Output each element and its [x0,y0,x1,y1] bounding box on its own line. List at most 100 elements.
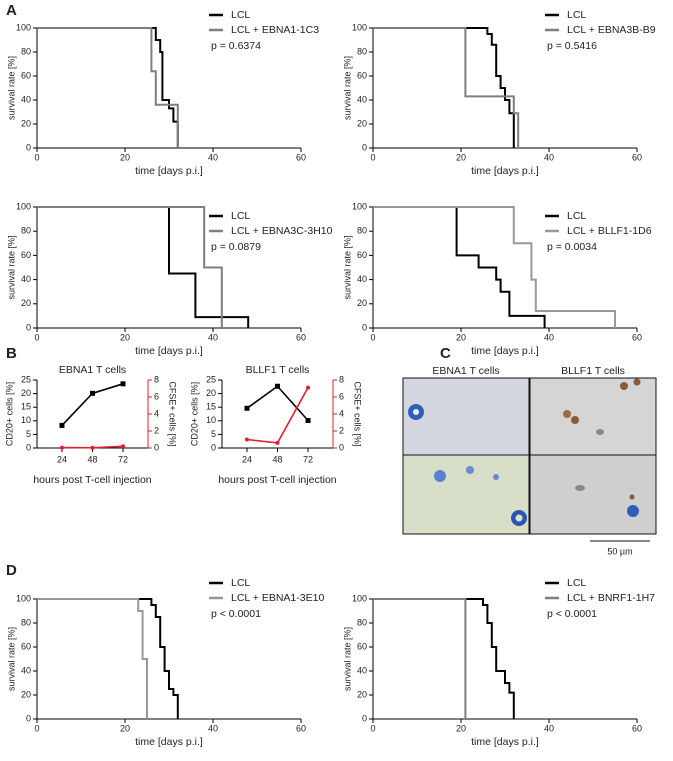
y-tick-label: 60 [357,70,367,80]
y-axis-title: survival rate [%] [6,56,16,120]
y-tick-label: 5 [211,429,216,439]
y-tick-label: 0 [211,442,216,452]
y-tick-label: 0 [362,142,367,152]
y-tick-label: 100 [16,22,31,32]
x-tick-label: 60 [296,152,306,162]
y-tick-label: 20 [21,118,31,128]
x-tick-label: 72 [118,454,128,464]
p-value: p < 0.0001 [547,608,597,620]
micrograph [402,454,530,535]
data-point [90,445,95,450]
x-axis-title: hours post T-cell injection [218,474,336,486]
legend-label: LCL + EBNA1-1C3 [231,24,319,36]
x-tick-label: 40 [544,332,554,342]
micrograph-panel: EBNA1 T cells BLLF1 T cells 50 µm [402,365,657,556]
y-tick-label: 60 [21,641,31,651]
y2-tick-label: 0 [154,442,159,452]
y-tick-label: 80 [357,226,367,236]
legend-label: LCL + EBNA3B-B9 [567,24,656,36]
series-line [373,598,467,719]
x-axis-title: hours post T-cell injection [33,474,151,486]
y-tick-label: 0 [362,322,367,332]
y-tick-label: 40 [21,665,31,675]
x-tick-label: 48 [87,454,97,464]
y2-tick-label: 4 [339,408,344,418]
series-line [61,383,124,426]
x-tick-label: 40 [544,152,554,162]
data-point [59,422,65,428]
p-value: p = 0.0879 [211,241,261,253]
x-tick-label: 20 [120,723,130,733]
series-line [37,206,223,328]
y-tick-label: 80 [357,617,367,627]
y-tick-label: 10 [21,415,31,425]
stained-cell [563,410,571,418]
stained-cell [434,470,446,482]
x-tick-label: 20 [456,332,466,342]
stained-cell [627,505,639,517]
scale-bar-label: 50 µm [607,546,632,556]
x-tick-label: 24 [57,454,67,464]
stained-cell [493,474,499,480]
stained-cell [571,416,579,424]
stained-cell [596,429,604,435]
legend-label: LCL + BNRF1-1H7 [567,592,655,604]
y-tick-label: 40 [21,274,31,284]
y-tick-label: 5 [26,429,31,439]
x-tick-label: 40 [208,723,218,733]
chart-title: BLLF1 T cells [246,364,310,376]
x-axis-title: time [days p.i.] [471,736,539,748]
data-point [275,440,280,445]
x-tick-label: 0 [370,723,375,733]
y-tick-label: 100 [352,593,367,603]
x-tick-label: 0 [370,332,375,342]
x-axis-title: time [days p.i.] [135,736,203,748]
y-axis-title: survival rate [%] [342,235,352,299]
y-tick-label: 20 [21,388,31,398]
y-tick-label: 40 [357,665,367,675]
x-tick-label: 0 [34,723,39,733]
y-tick-label: 15 [21,402,31,412]
y-tick-label: 0 [26,322,31,332]
x-tick-label: 40 [208,152,218,162]
legend-label: LCL + BLLF1-1D6 [567,225,652,237]
stained-cell [575,485,585,491]
y-axis-title: survival rate [%] [342,56,352,120]
y-tick-label: 80 [21,617,31,627]
y-tick-label: 0 [26,142,31,152]
p-value: p = 0.0034 [547,241,597,253]
data-point [244,437,249,442]
y-axis-title: survival rate [%] [6,627,16,691]
y2-tick-label: 8 [339,374,344,384]
legend-label: LCL + EBNA3C-3H10 [231,225,333,237]
y-tick-label: 80 [21,226,31,236]
p-value: p < 0.0001 [211,608,261,620]
legend-label: LCL [567,210,586,222]
y2-tick-label: 2 [154,425,159,435]
micrograph-title: EBNA1 T cells [432,365,499,377]
x-tick-label: 40 [208,332,218,342]
data-point [305,418,311,424]
x-tick-label: 60 [632,332,642,342]
x-tick-label: 20 [456,723,466,733]
y-tick-label: 40 [21,94,31,104]
data-point [275,383,280,389]
p-value: p = 0.5416 [547,40,597,52]
x-axis-title: time [days p.i.] [135,345,203,357]
stained-cell [629,494,635,500]
x-tick-label: 0 [34,152,39,162]
y-axis-title: CD20+ cells [%] [189,382,199,446]
y2-tick-label: 0 [339,442,344,452]
series-line [373,598,515,719]
y-tick-label: 100 [16,201,31,211]
series-line [246,387,309,444]
y-tick-label: 10 [206,415,216,425]
x-tick-label: 48 [272,454,282,464]
data-point [306,385,311,390]
legend-label: LCL [231,9,250,21]
x-tick-label: 24 [242,454,252,464]
x-tick-label: 60 [296,332,306,342]
p-value: p = 0.6374 [211,40,261,52]
micrograph [529,377,657,456]
